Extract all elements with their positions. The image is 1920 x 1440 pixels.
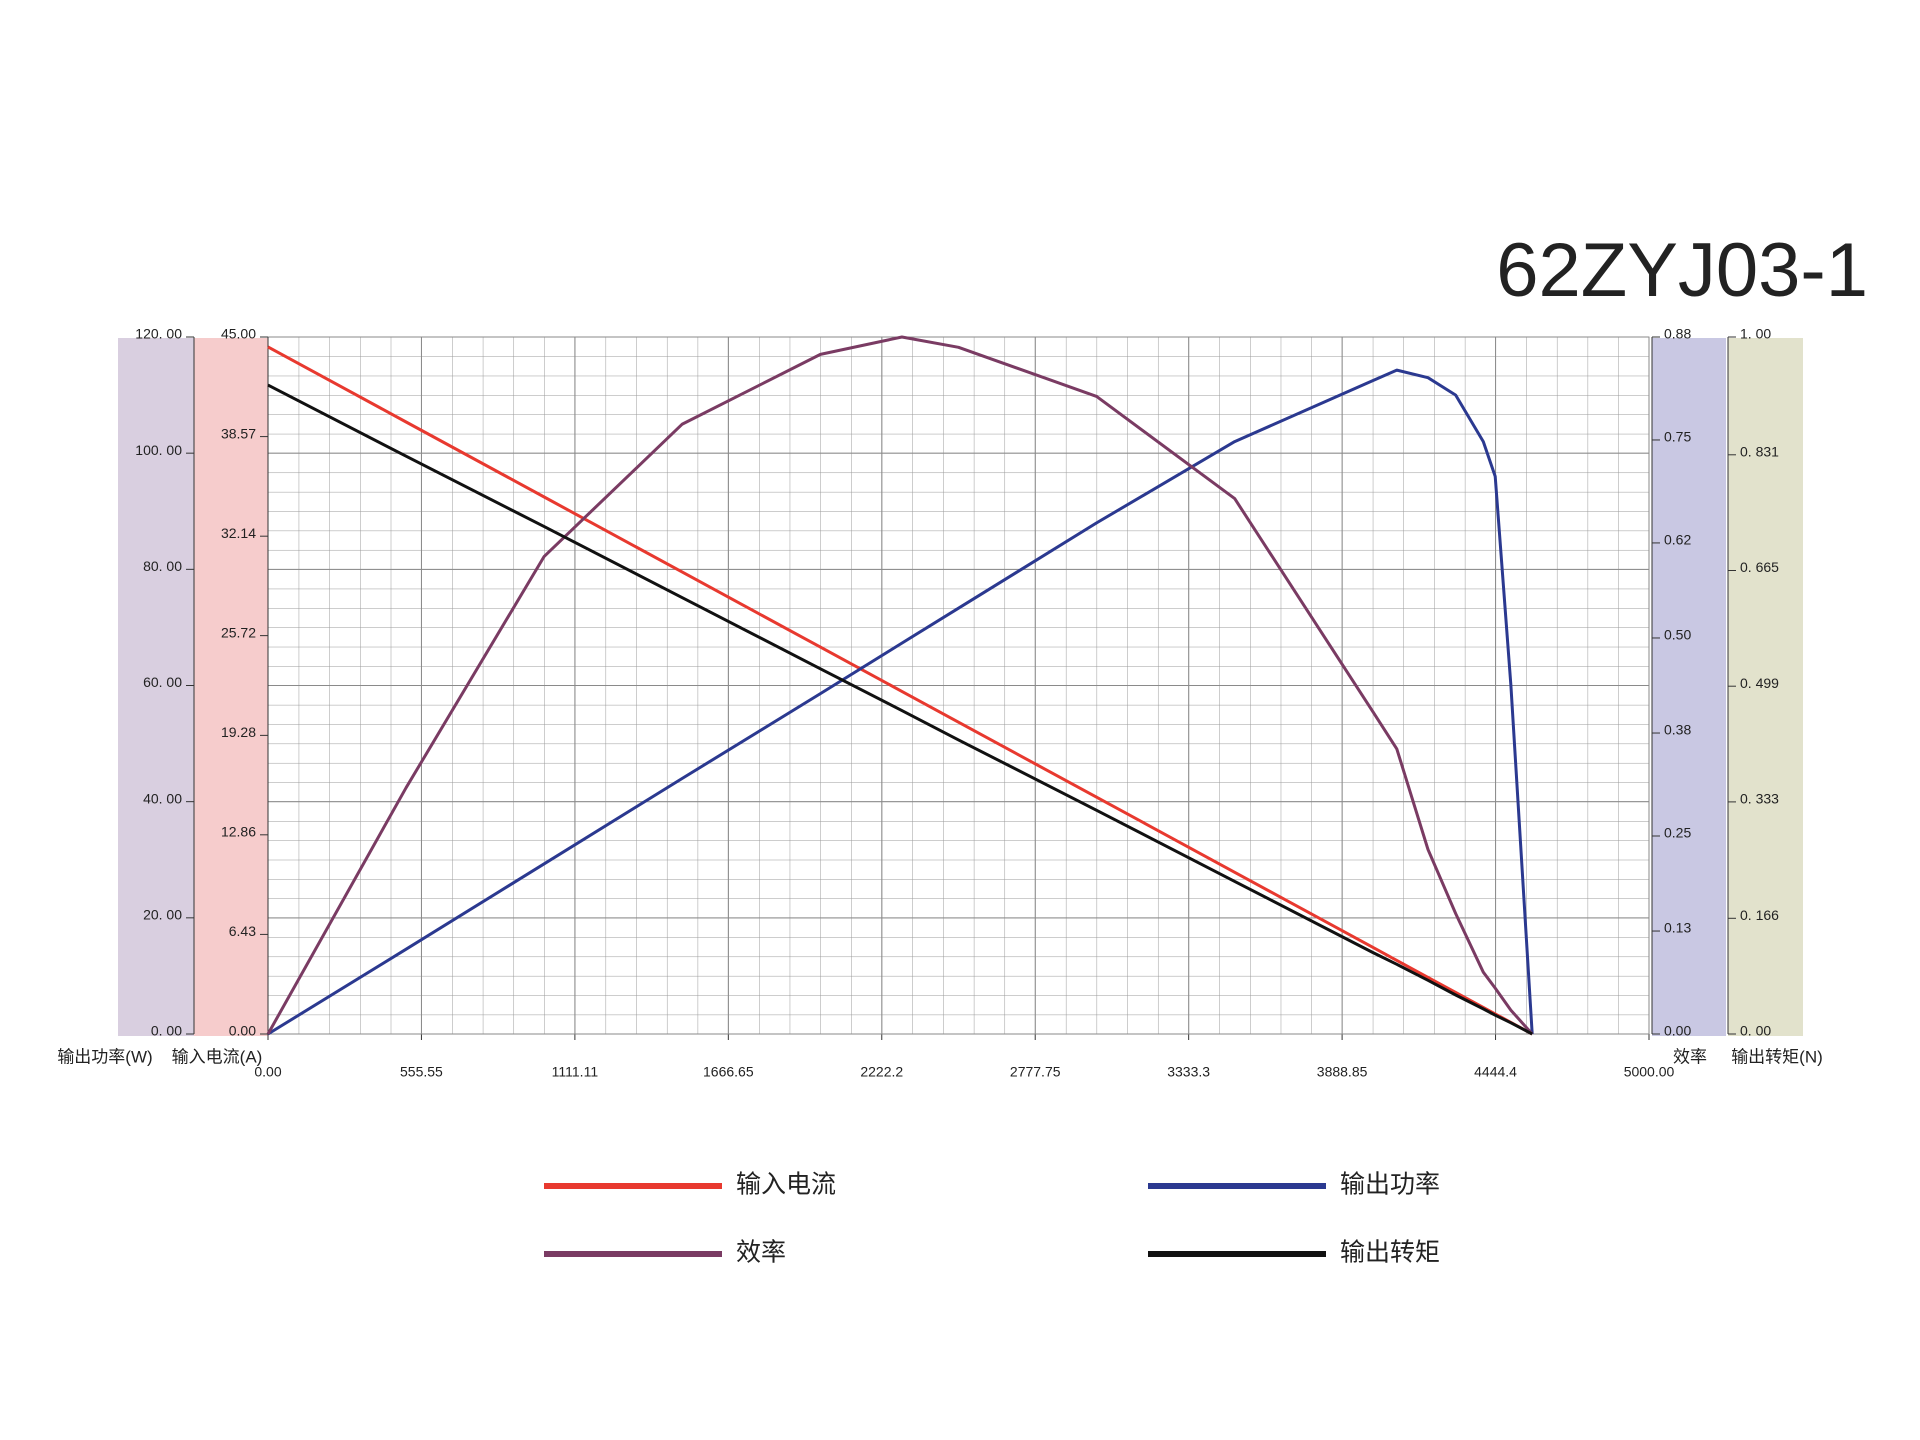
y-axis-label: 输出功率(W) [57, 1047, 152, 1066]
x-tick-label: 555.55 [400, 1064, 443, 1080]
chart-title: 62ZYJ03-1 [1496, 228, 1868, 313]
y3-tick-label: 0.88 [1664, 326, 1691, 342]
y4-tick-label: 0. 665 [1740, 559, 1779, 575]
y4-tick-label: 0. 333 [1740, 791, 1779, 807]
x-tick-label: 1111.11 [552, 1064, 599, 1080]
legend-label: 输入电流 [736, 1171, 836, 1199]
y-tick-label: 20. 00 [143, 907, 182, 923]
y-tick-label: 100. 00 [135, 442, 182, 458]
power-axis-band [118, 338, 194, 1036]
legend-label: 输出功率 [1340, 1171, 1440, 1199]
y2-tick-label: 32.14 [221, 525, 256, 541]
current-axis-band [194, 338, 268, 1036]
y3-tick-label: 0.50 [1664, 627, 1691, 643]
x-tick-label: 3888.85 [1317, 1064, 1368, 1080]
y2-tick-label: 6.43 [229, 923, 256, 939]
y3-tick-label: 0.00 [1664, 1023, 1691, 1039]
y4-tick-label: 1. 00 [1740, 326, 1771, 342]
y4-tick-label: 0. 499 [1740, 675, 1779, 691]
y2-tick-label: 0.00 [229, 1023, 256, 1039]
x-tick-label: 3333.3 [1167, 1064, 1210, 1080]
y2-axis-label: 输入电流(A) [172, 1047, 263, 1066]
y3-tick-label: 0.25 [1664, 825, 1691, 841]
y4-axis-label: 输出转矩(N) [1731, 1047, 1823, 1066]
y2-tick-label: 38.57 [221, 425, 256, 441]
y-tick-label: 60. 00 [143, 674, 182, 690]
y2-tick-label: 45.00 [221, 326, 256, 342]
y-tick-label: 80. 00 [143, 558, 182, 574]
y2-tick-label: 12.86 [221, 824, 256, 840]
torque-axis-band [1728, 338, 1803, 1036]
y4-tick-label: 0. 831 [1740, 443, 1779, 459]
y3-tick-label: 0.75 [1664, 429, 1691, 445]
series-line [266, 335, 1534, 1036]
x-tick-label: 0.00 [254, 1064, 281, 1080]
x-tick-label: 2222.2 [860, 1064, 903, 1080]
x-tick-label: 1666.65 [703, 1064, 754, 1080]
y-tick-label: 0. 00 [151, 1023, 182, 1039]
series-line [267, 368, 1534, 1036]
x-tick-label: 5000.00 [1624, 1064, 1675, 1080]
legend-label: 效率 [736, 1239, 786, 1267]
y-tick-label: 40. 00 [143, 790, 182, 806]
y3-tick-label: 0.13 [1664, 920, 1691, 936]
x-tick-label: 2777.75 [1010, 1064, 1061, 1080]
y-tick-label: 120. 00 [135, 326, 182, 342]
series-line [267, 383, 1533, 1036]
y3-axis-label: 效率 [1673, 1047, 1707, 1066]
y3-tick-label: 0.62 [1664, 532, 1691, 548]
y4-tick-label: 0. 00 [1740, 1023, 1771, 1039]
x-tick-label: 4444.4 [1474, 1064, 1517, 1080]
y2-tick-label: 25.72 [221, 624, 256, 640]
legend-label: 输出转矩 [1340, 1239, 1440, 1267]
y4-tick-label: 0. 166 [1740, 907, 1779, 923]
efficiency-axis-band [1652, 338, 1726, 1036]
y3-tick-label: 0.38 [1664, 722, 1691, 738]
y2-tick-label: 19.28 [221, 724, 256, 740]
